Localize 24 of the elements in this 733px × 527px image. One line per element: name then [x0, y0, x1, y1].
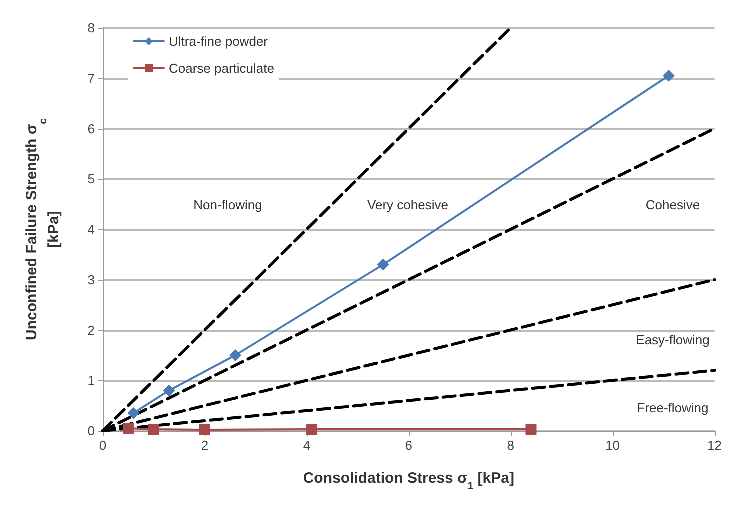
y-tick-label: 6: [88, 121, 95, 136]
annotation: Easy-flowing: [636, 332, 710, 348]
x-tick-label: 8: [507, 438, 514, 453]
y-tick-label: 7: [88, 70, 95, 86]
annotation: Free-flowing: [637, 400, 709, 416]
y-tick-label: 4: [88, 222, 95, 237]
legend-label: Ultra-fine powder: [169, 34, 269, 49]
y-tick-label: 1: [88, 373, 95, 388]
annotation: Non-flowing: [194, 198, 262, 212]
annotation: Very cohesive: [368, 198, 448, 212]
x-tick-label: 4: [303, 438, 311, 453]
text: Unconfined Failure Strength σc [kPa]: [24, 118, 62, 340]
y-tick-label: 3: [88, 272, 95, 288]
y-tick-label: 8: [88, 20, 95, 36]
y-tick-label: 2: [88, 322, 95, 338]
x-tick-label: 6: [405, 438, 412, 453]
x-tick-label: 0: [99, 438, 107, 453]
annotation: Cohesive: [646, 198, 700, 212]
legend-label: Coarse particulate: [169, 61, 274, 76]
y-tick-label: 5: [88, 172, 95, 187]
x-tick-label: 10: [606, 438, 620, 453]
x-tick-label: 2: [201, 438, 209, 453]
x-tick-label: 12: [708, 438, 722, 453]
y-tick-label: 0: [88, 424, 95, 438]
